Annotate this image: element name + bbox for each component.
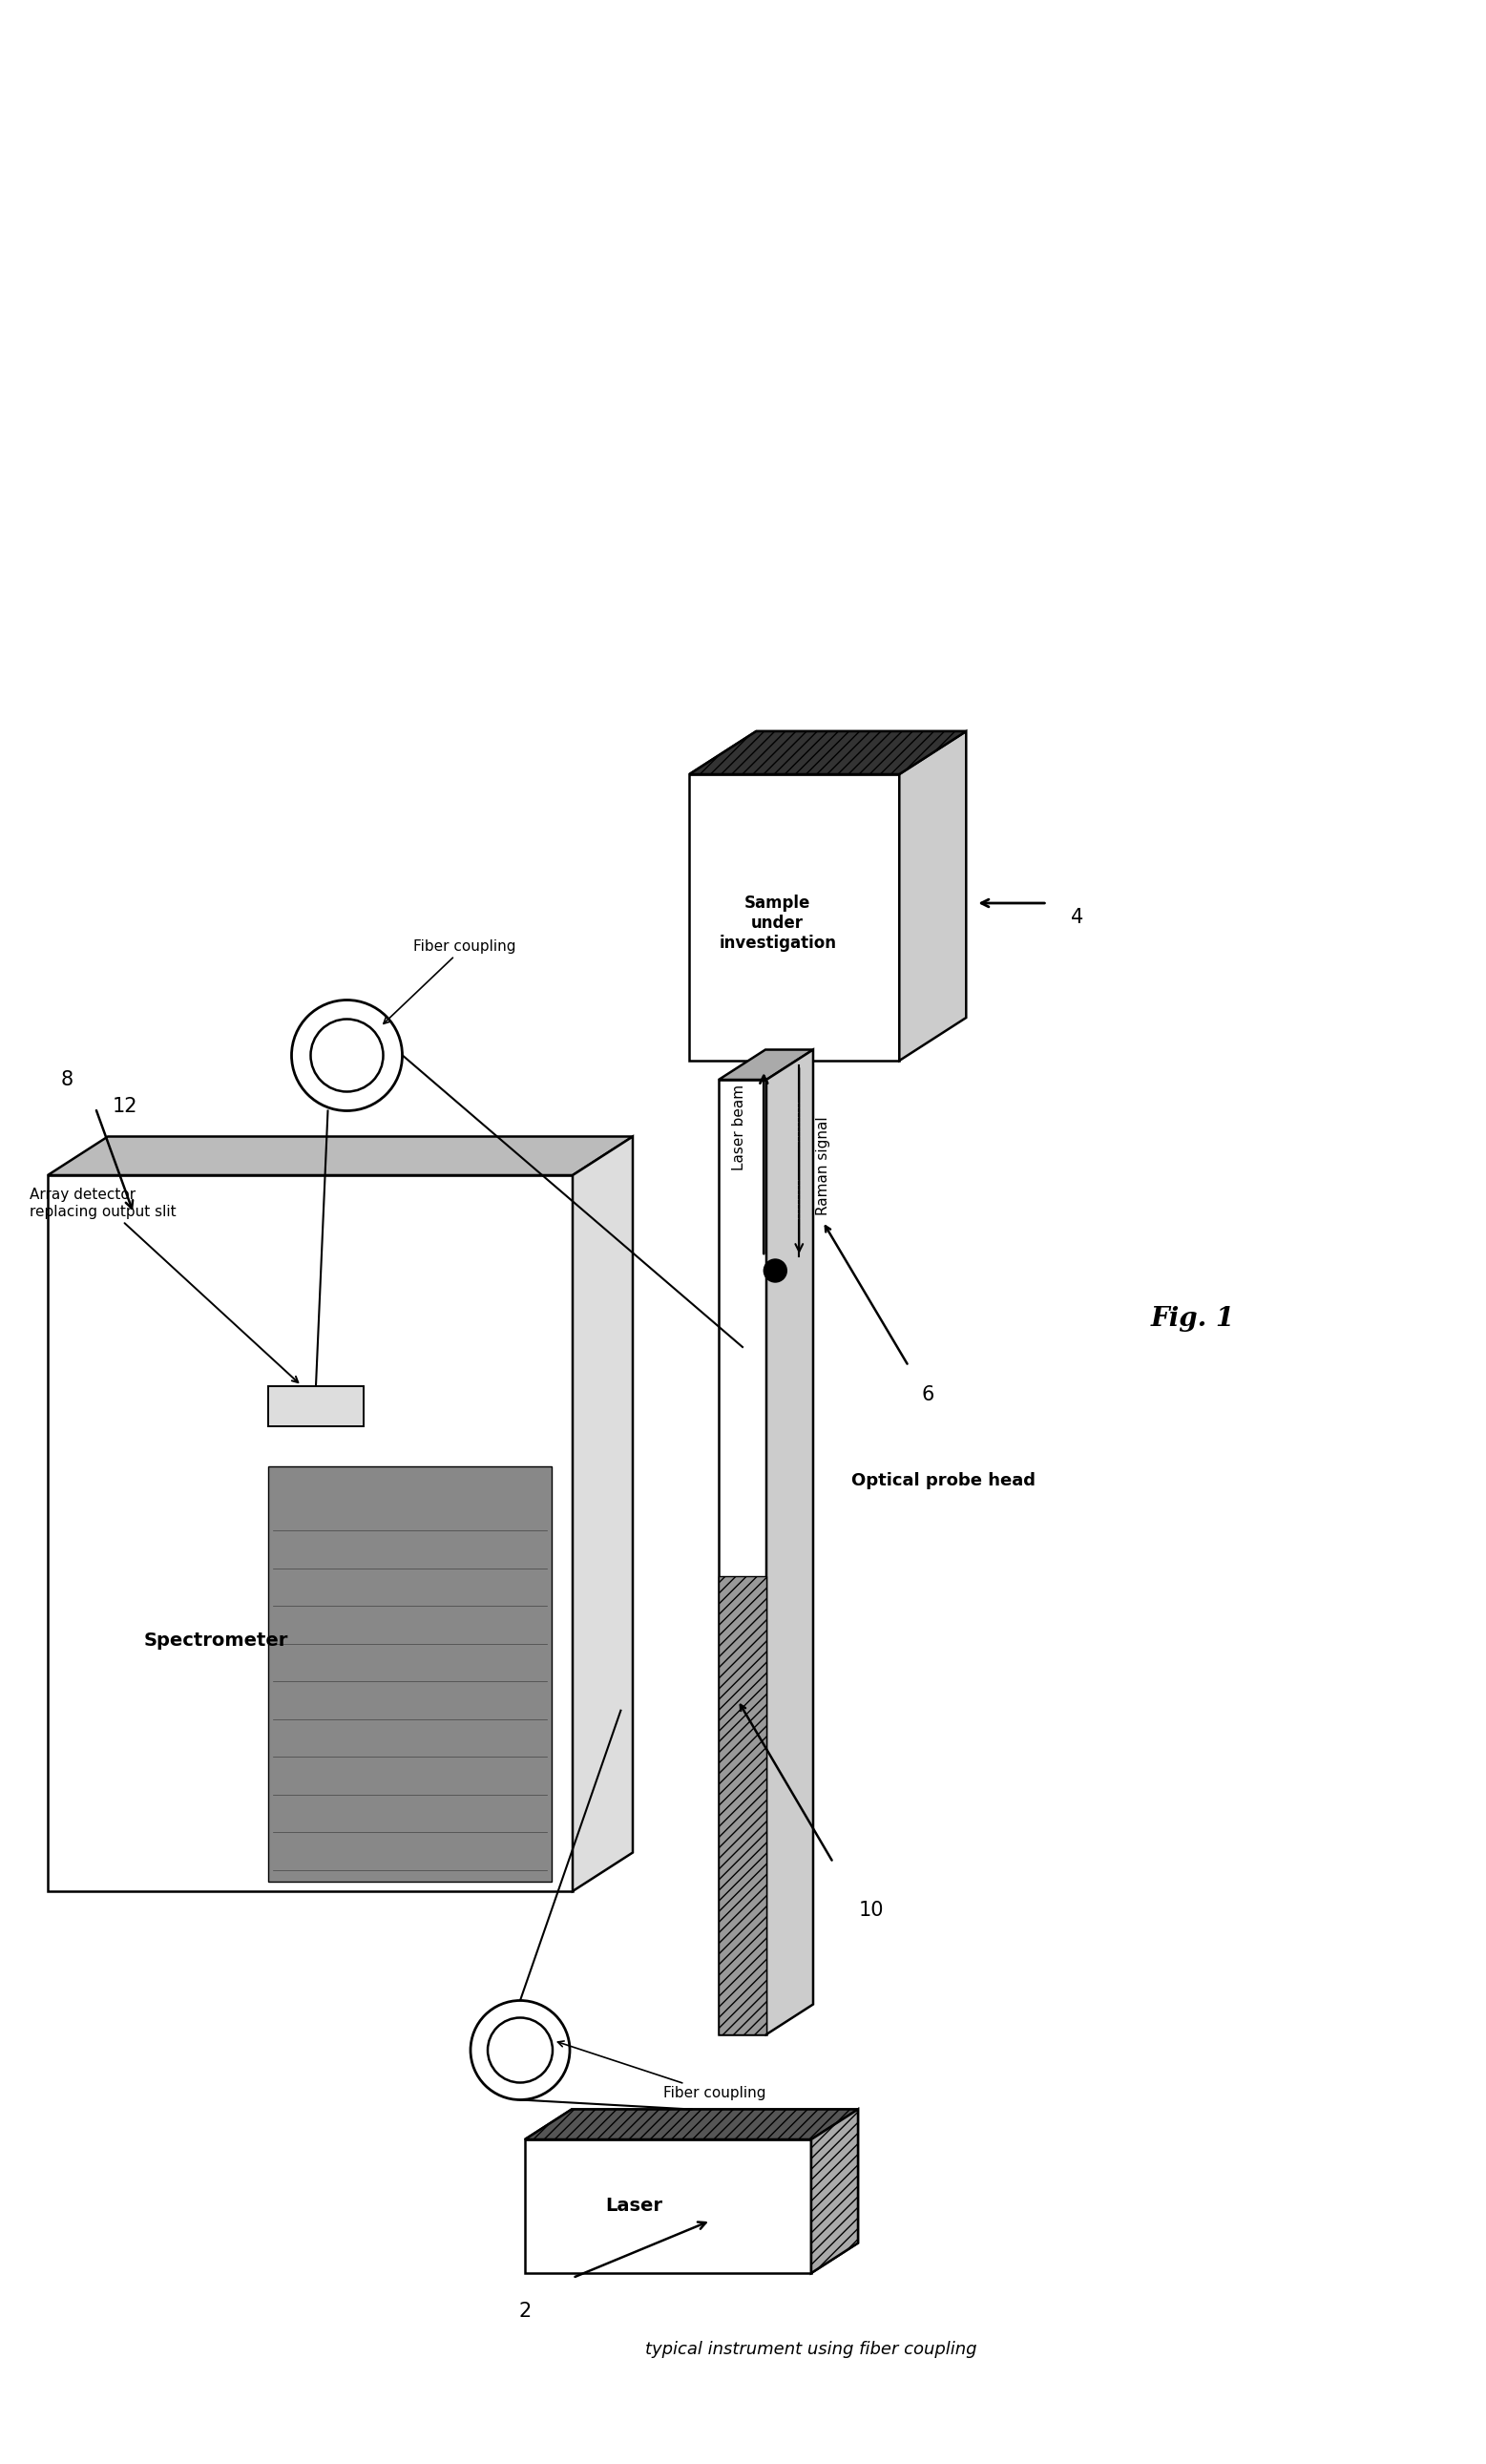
Polygon shape [899, 732, 966, 1060]
Circle shape [487, 2018, 553, 2082]
Polygon shape [267, 1466, 551, 1882]
Text: 6: 6 [921, 1385, 935, 1404]
Polygon shape [48, 1175, 572, 1892]
Polygon shape [572, 1136, 633, 1892]
Text: Fig. 1: Fig. 1 [1152, 1306, 1235, 1331]
Text: Raman signal: Raman signal [816, 1116, 831, 1215]
Circle shape [311, 1020, 383, 1092]
Polygon shape [525, 2139, 811, 2274]
Polygon shape [48, 1136, 633, 1175]
Text: Optical probe head: Optical probe head [851, 1471, 1036, 1488]
Text: Spectrometer: Spectrometer [144, 1631, 288, 1651]
Text: 8: 8 [61, 1069, 73, 1089]
Circle shape [764, 1259, 786, 1281]
Circle shape [471, 2001, 569, 2099]
Text: 2: 2 [519, 2301, 531, 2321]
Text: Laser beam: Laser beam [733, 1084, 746, 1170]
Text: Laser: Laser [605, 2198, 663, 2215]
Text: Fiber coupling: Fiber coupling [383, 939, 516, 1023]
Text: typical instrument using fiber coupling: typical instrument using fiber coupling [645, 2341, 978, 2358]
Polygon shape [811, 2109, 857, 2274]
Polygon shape [525, 2109, 857, 2139]
Text: 4: 4 [1071, 907, 1083, 926]
Text: Array detector
replacing output slit: Array detector replacing output slit [30, 1188, 299, 1382]
Polygon shape [690, 732, 966, 774]
Text: 10: 10 [859, 1900, 884, 1919]
Polygon shape [690, 774, 899, 1060]
Text: Fiber coupling: Fiber coupling [557, 2040, 765, 2102]
Polygon shape [719, 1079, 767, 2035]
Polygon shape [690, 732, 966, 774]
Polygon shape [525, 2109, 857, 2139]
Polygon shape [811, 2109, 857, 2274]
Circle shape [291, 1000, 403, 1111]
Polygon shape [719, 1050, 813, 1079]
Polygon shape [267, 1385, 364, 1427]
Text: Sample
under
investigation: Sample under investigation [719, 894, 837, 951]
Polygon shape [767, 1050, 813, 2035]
Text: 12: 12 [113, 1096, 138, 1116]
Polygon shape [719, 1577, 767, 2035]
